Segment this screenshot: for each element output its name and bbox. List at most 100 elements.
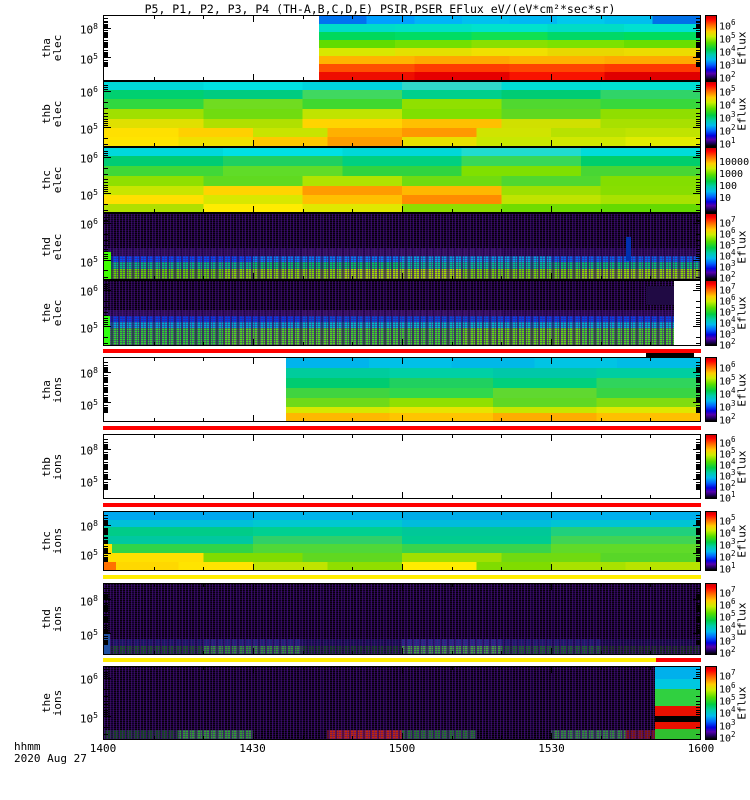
y-tick [696,376,700,378]
y-tick [696,400,700,402]
y-tick [696,370,700,372]
spectro-block [104,251,112,279]
y-tick [104,524,111,526]
y-tick [696,521,700,523]
y-tick [104,399,108,401]
x-tick [352,584,354,587]
y-tick [104,44,108,46]
y-axis-label: 106 [79,151,98,166]
y-tick [104,174,108,176]
y-tick [696,620,700,622]
y-tick [104,259,111,261]
y-tick [104,64,108,66]
y-tick [696,32,700,34]
colorbar-label: 105 [719,372,736,387]
y-tick [696,63,700,65]
y-tick [696,51,700,53]
y-tick [104,633,111,634]
y-tick [696,398,700,400]
y-tick [696,608,700,610]
y-axis-label: 106 [79,672,98,687]
y-tick [104,255,108,257]
spectro-row [104,108,700,120]
y-axis-label: 105 [79,254,98,270]
spectro-row [104,89,700,99]
y-tick [104,454,108,456]
x-tick [302,358,304,361]
y-tick [104,707,108,709]
y-tick [696,712,700,714]
x-tick [501,667,503,670]
y-tick [696,522,700,524]
x-tick [551,74,552,80]
y-tick [104,631,108,633]
y-tick [696,55,700,57]
x-tick [600,667,602,670]
y-tick [104,116,108,117]
y-tick [104,47,108,49]
x-tick [302,736,304,739]
separator-bar [103,503,701,507]
y-tick [696,594,700,596]
y-tick [104,630,108,632]
y-tick [696,286,700,288]
y-tick [696,44,700,46]
x-tick [451,667,453,670]
panel-thb-ions [103,434,701,499]
x-tick [501,209,503,212]
x-tick [600,143,602,146]
colorbar-label: 107 [719,281,736,296]
y-tick [104,531,108,533]
colorbar-label: 102 [719,549,736,564]
y-tick [696,561,700,563]
y-tick [104,448,111,450]
y-tick [104,54,108,55]
x-tick [153,667,155,670]
y-tick [696,488,700,490]
y-tick [104,251,108,253]
y-tick [696,458,700,460]
y-tick [696,320,700,322]
y-tick [104,289,111,291]
y-tick [104,203,108,205]
y-tick [104,376,108,378]
y-tick [696,557,700,559]
y-tick [696,251,700,253]
y-tick [104,552,111,554]
y-axis-label: 105 [79,397,98,413]
y-tick [104,472,108,474]
y-tick [104,548,108,550]
spectro-block [655,678,700,689]
y-tick [696,700,700,702]
y-tick [696,315,700,316]
x-tick [203,495,205,498]
y-tick [104,37,108,39]
panel-tha-ions [103,352,701,422]
y-tick [104,126,111,128]
y-tick [104,386,108,388]
y-tick [104,89,108,91]
y-tick [693,289,700,291]
y-tick [104,515,108,517]
y-tick [104,234,108,236]
noise-overlay [104,281,700,345]
x-tick [402,358,403,364]
y-tick [104,555,108,557]
y-tick [693,126,700,128]
colorbar-label: 103 [719,717,736,732]
spectro-row [104,165,700,177]
y-tick [104,336,108,338]
y-tick [104,85,108,87]
y-tick [696,465,700,466]
colorbar-thd-elec [705,213,717,280]
y-tick [104,636,108,638]
y-tick [104,447,108,449]
y-tick [696,406,700,408]
y-tick [696,446,700,448]
x-tick [600,651,602,654]
y-tick [104,558,108,560]
y-tick [696,560,700,562]
x-tick [402,74,403,80]
y-tick [696,47,700,49]
x-tick [650,418,652,421]
